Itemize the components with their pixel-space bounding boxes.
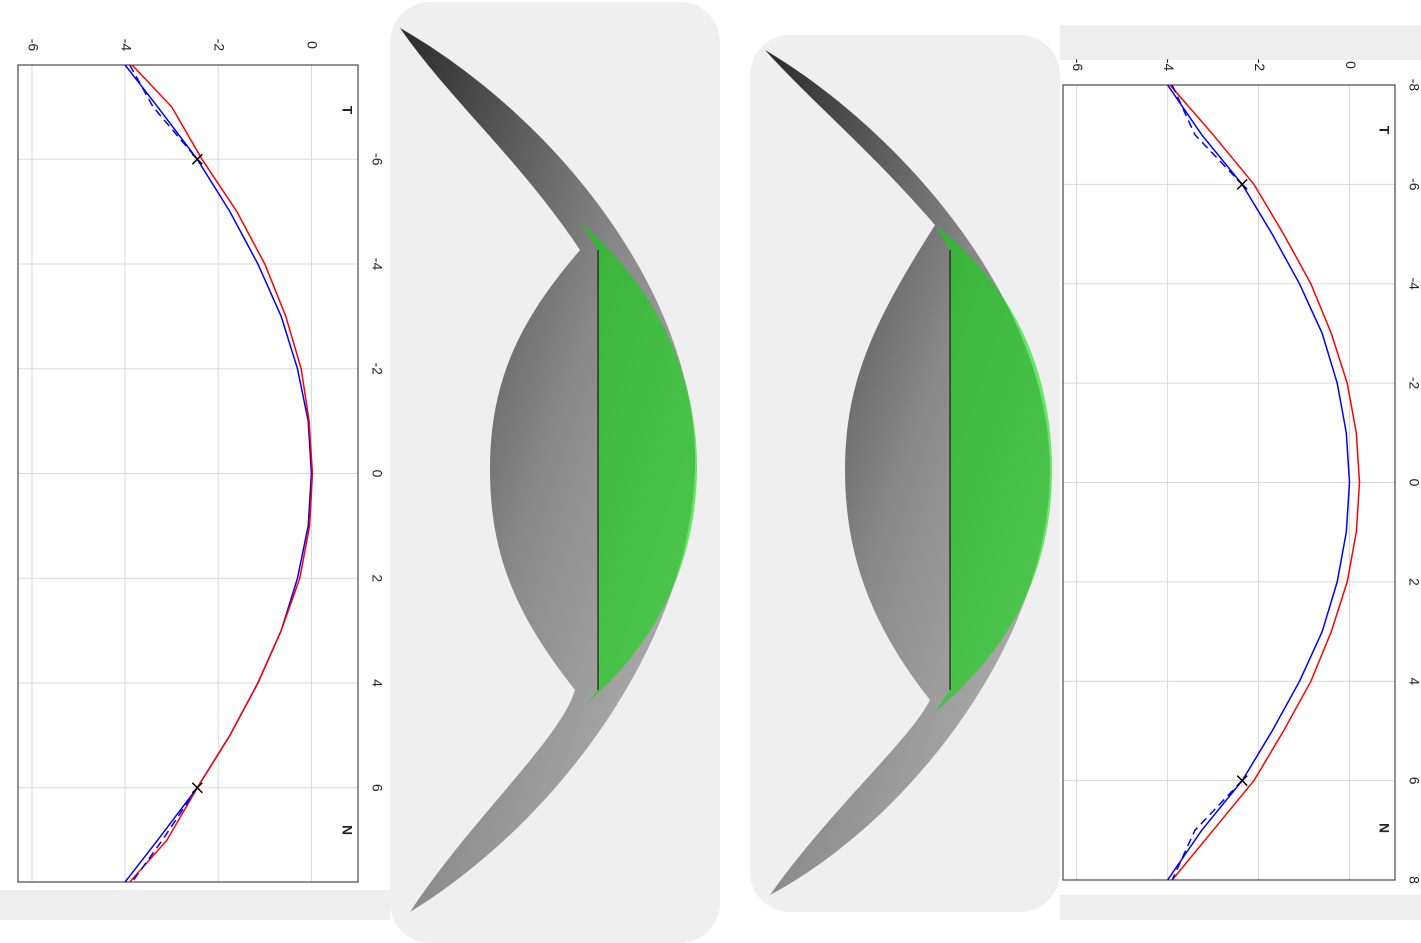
y-tick-label: 0 <box>305 41 321 49</box>
data-line <box>1166 84 1351 881</box>
axes-box <box>1062 84 1396 881</box>
data-line <box>129 64 198 883</box>
y-tick-label: 0 <box>1343 61 1359 69</box>
x-tick-label: 2 <box>1406 578 1421 586</box>
data-line <box>1169 84 1361 881</box>
plot-bg <box>1060 60 1421 895</box>
x-tick-label: 4 <box>1406 677 1421 685</box>
x-tick-label: 0 <box>1406 479 1421 487</box>
y-tick-label: -4 <box>1161 59 1177 72</box>
y-tick-label: -2 <box>1252 59 1268 72</box>
x-tick-label: 2 <box>369 574 385 582</box>
annotation: N <box>1376 823 1392 833</box>
x-tick-label: -2 <box>369 363 385 376</box>
x-tick-label: -4 <box>369 258 385 271</box>
marker <box>191 153 203 165</box>
marker <box>1236 178 1248 190</box>
y-tick-label: -4 <box>118 39 134 52</box>
y-tick-label: -6 <box>1070 59 1086 72</box>
eye-image <box>765 50 1052 895</box>
x-tick-label: 6 <box>1406 777 1421 785</box>
x-tick-label: 6 <box>369 784 385 792</box>
data-line <box>1171 84 1243 881</box>
panel-bg <box>0 890 390 920</box>
eye-image <box>400 28 698 912</box>
y-tick-label: -6 <box>25 39 41 52</box>
axes-box <box>17 64 359 883</box>
x-tick-label: -6 <box>1406 178 1421 191</box>
data-line <box>129 64 314 883</box>
x-tick-label: -8 <box>1406 79 1421 92</box>
y-tick-label: -2 <box>212 39 228 52</box>
annotation: T <box>1376 126 1392 135</box>
x-tick-label: -6 <box>369 153 385 166</box>
x-tick-label: -2 <box>1406 377 1421 390</box>
x-tick-label: 0 <box>369 470 385 478</box>
marker <box>191 782 203 794</box>
annotation: N <box>339 825 355 835</box>
annotation: T <box>339 106 355 115</box>
x-tick-label: -4 <box>1406 278 1421 291</box>
x-tick-label: 4 <box>369 679 385 687</box>
x-tick-label: 8 <box>1406 876 1421 884</box>
marker <box>1236 775 1248 787</box>
